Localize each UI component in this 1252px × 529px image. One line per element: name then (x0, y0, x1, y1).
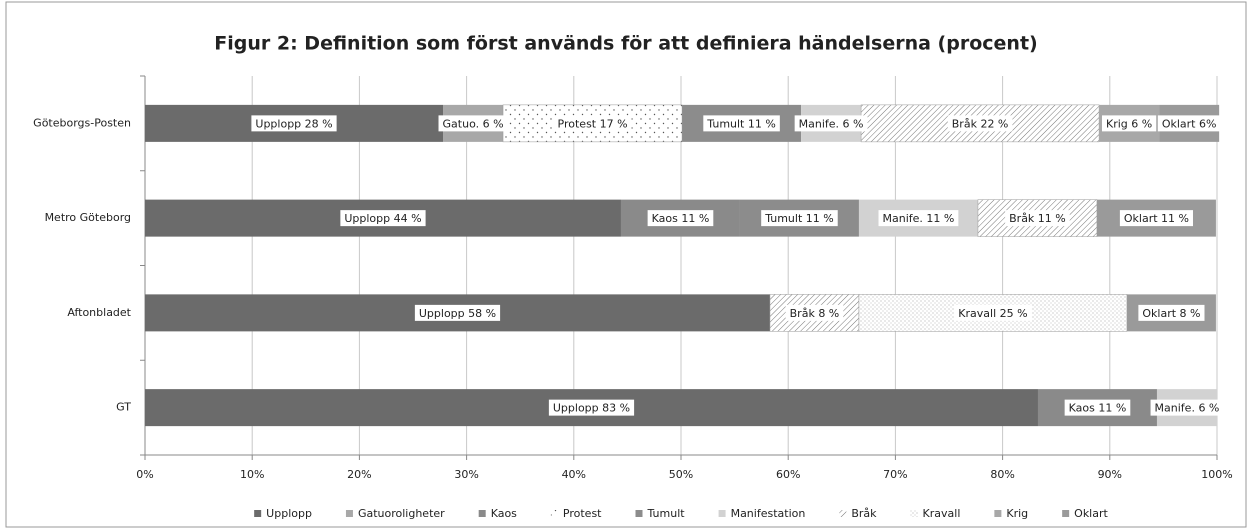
legend-label: Oklart (1074, 507, 1108, 520)
data-label-bg (548, 399, 635, 416)
x-tick-label: 0% (136, 468, 153, 481)
data-label: Krig 6 % (1106, 117, 1152, 130)
x-tick-label: 50% (669, 468, 693, 481)
data-label-bg (251, 115, 337, 132)
x-tick-label: 20% (347, 468, 371, 481)
legend-marker (550, 510, 558, 517)
data-label: Bråk 8 % (790, 307, 840, 320)
data-label-bg (340, 210, 426, 227)
x-tick-label: 30% (454, 468, 478, 481)
data-label: Tumult 11 % (706, 117, 776, 130)
legend-marker (910, 510, 918, 517)
data-label-bg (1150, 399, 1224, 416)
x-tick-label: 90% (1098, 468, 1122, 481)
x-tick-label: 40% (562, 468, 586, 481)
data-label-bg (1101, 115, 1157, 132)
legend-marker (994, 510, 1002, 517)
data-label: Tumult 11 % (764, 212, 834, 225)
legend-marker (254, 510, 262, 517)
frame (5, 1, 1247, 528)
x-tick-label: 80% (990, 468, 1014, 481)
x-tick-label: 100% (1201, 468, 1232, 481)
data-label: Upplopp 83 % (553, 402, 630, 415)
data-label-bg (954, 304, 1032, 321)
data-label: Kravall 25 % (958, 307, 1027, 320)
legend-label: Protest (563, 507, 602, 520)
x-tick-label: 10% (240, 468, 264, 481)
data-label-bg (1064, 399, 1131, 416)
y-tick-label: Metro Göteborg (45, 211, 131, 224)
data-label-bg (438, 115, 508, 132)
legend-label: Bråk (851, 507, 877, 520)
data-label-bg (1005, 210, 1070, 227)
y-tick-label: GT (116, 401, 131, 414)
data-label-bg (947, 115, 1013, 132)
data-label-bg (703, 115, 780, 132)
legend-label: Kaos (491, 507, 517, 520)
data-label-bg (785, 304, 844, 321)
data-label-bg (761, 210, 838, 227)
legend-marker (345, 510, 353, 517)
legend-marker (635, 510, 643, 517)
data-label: Oklart 6% (1162, 117, 1217, 130)
data-label: Oklart 11 % (1124, 212, 1189, 225)
y-tick-label: Aftonbladet (67, 306, 131, 319)
legend-label: Krig (1006, 507, 1028, 520)
data-label: Kaos 11 % (652, 212, 710, 225)
data-label: Manife. 6 % (1155, 402, 1220, 415)
chart-title: Figur 2: Definition som först används fö… (214, 33, 1037, 55)
data-label: Kaos 11 % (1069, 402, 1127, 415)
legend-label: Manifestation (731, 507, 806, 520)
data-label-bg (647, 210, 714, 227)
y-tick-label: Göteborgs-Posten (33, 116, 131, 129)
data-label-bg (794, 115, 868, 132)
data-label-bg (878, 210, 959, 227)
data-label: Manife. 6 % (799, 117, 864, 130)
data-label-bg (1138, 304, 1205, 321)
legend-label: Tumult (647, 507, 686, 520)
legend-marker (1062, 510, 1070, 517)
data-label: Bråk 22 % (952, 117, 1009, 130)
data-label: Protest 17 % (558, 117, 628, 130)
legend-marker (839, 510, 847, 517)
data-label: Upplopp 44 % (344, 212, 421, 225)
data-label-bg (553, 115, 632, 132)
x-tick-label: 70% (883, 468, 907, 481)
data-label: Bråk 11 % (1009, 212, 1066, 225)
data-label: Oklart 8 % (1142, 307, 1200, 320)
legend-label: Upplopp (266, 507, 312, 520)
data-label: Upplopp 28 % (255, 117, 332, 130)
data-label: Upplopp 58 % (419, 307, 496, 320)
data-label: Gatuo. 6 % (443, 117, 504, 130)
legend-marker (478, 510, 486, 517)
data-label: Manife. 11 % (883, 212, 955, 225)
legend-label: Kravall (923, 507, 961, 520)
data-label-bg (414, 304, 501, 321)
legend-marker (718, 510, 726, 517)
data-label-bg (1157, 115, 1221, 132)
legend-label: Gatuoroligheter (358, 507, 445, 520)
x-tick-label: 60% (776, 468, 800, 481)
data-label-bg (1119, 210, 1193, 227)
